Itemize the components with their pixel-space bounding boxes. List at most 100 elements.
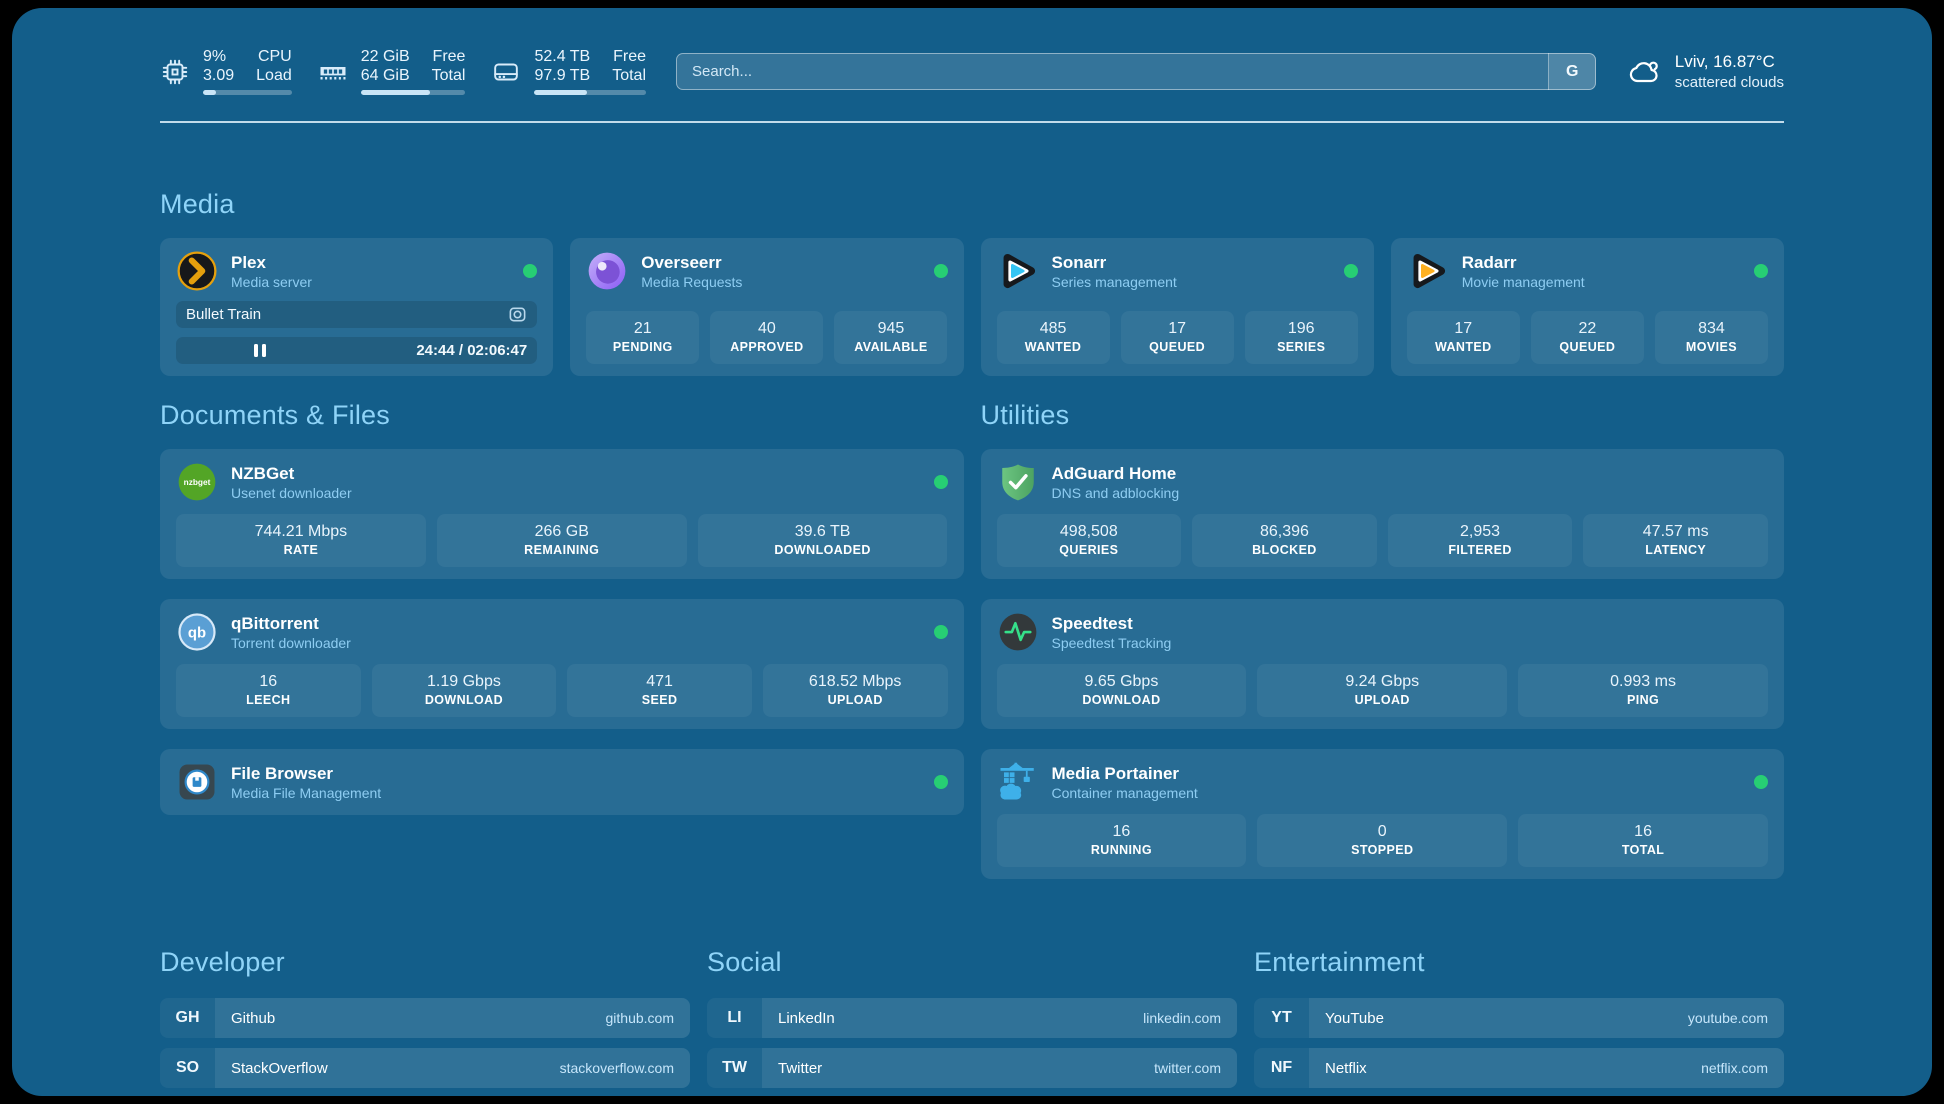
bookmark-abbr: TW	[707, 1048, 762, 1088]
app-card-filebrowser[interactable]: File Browser Media File Management	[160, 749, 964, 815]
ram-stat: 22 GiB Free 64 GiB Total	[318, 48, 466, 95]
header-divider	[160, 121, 1784, 123]
section-title-developer: Developer	[160, 947, 285, 977]
app-card-sonarr[interactable]: Sonarr Series management 485 WANTED 17 Q…	[980, 238, 1374, 376]
stat-tile: 22 QUEUED	[1530, 311, 1644, 364]
weather-widget: Lviv, 16.87°C scattered clouds	[1626, 51, 1784, 92]
bookmark-abbr: GH	[160, 998, 215, 1038]
stat-tile: 471 SEED	[567, 664, 752, 717]
stat-tile: 266 GB REMAINING	[436, 514, 687, 567]
cpu-usage-value: 9%	[203, 48, 227, 65]
stat-tile: 47.57 ms LATENCY	[1583, 514, 1768, 567]
weather-condition: scattered clouds	[1674, 74, 1784, 91]
bookmark-stackoverflow[interactable]: SO StackOverflow stackoverflow.com	[160, 1048, 690, 1088]
stat-tile: 0.993 ms PING	[1518, 664, 1768, 717]
app-card-radarr[interactable]: Radarr Movie management 17 WANTED 22 QUE…	[1390, 238, 1784, 376]
app-card-plex[interactable]: Plex Media server Bullet Train 24:4	[160, 238, 554, 376]
status-dot	[933, 775, 948, 789]
bookmark-github[interactable]: GH Github github.com	[160, 998, 690, 1038]
cpu-stat: 9% CPU 3.09 Load	[160, 48, 292, 95]
bookmark-name: Github	[231, 1009, 276, 1027]
app-card-nzbget[interactable]: nzbget NZBGet Usenet downloader 744.21 M…	[160, 449, 964, 579]
app-card-adguard[interactable]: AdGuard Home DNS and adblocking 498,508 …	[980, 449, 1784, 579]
app-card-portainer[interactable]: Media Portainer Container management 16 …	[980, 749, 1784, 879]
poster-toggle-icon[interactable]	[508, 305, 527, 324]
cpu-load-value: 3.09	[203, 67, 235, 84]
app-card-qbittorrent[interactable]: qb qBittorrent Torrent downloader 16 LEE…	[160, 599, 964, 729]
bookmark-linkedin[interactable]: LI LinkedIn linkedin.com	[707, 998, 1237, 1038]
search-input[interactable]	[676, 53, 1596, 90]
bookmark-name: LinkedIn	[778, 1009, 835, 1027]
bookmark-name: YouTube	[1325, 1009, 1384, 1027]
app-card-overseerr[interactable]: Overseerr Media Requests 21 PENDING 40 A…	[570, 238, 964, 376]
ram-total-label: Total	[431, 67, 466, 84]
status-dot	[1754, 264, 1768, 278]
weather-location-temp: Lviv, 16.87°C	[1674, 52, 1775, 71]
app-name: NZBGet	[231, 463, 295, 483]
bookmark-abbr: NF	[1254, 1048, 1309, 1088]
stat-tile: 498,508 QUERIES	[996, 514, 1182, 567]
speedtest-logo-icon	[999, 613, 1036, 651]
bookmark-group-developer: Developer GH Github github.com SO StackO…	[160, 947, 690, 1096]
status-dot	[523, 264, 538, 278]
app-card-speedtest[interactable]: Speedtest Speedtest Tracking 9.65 Gbps D…	[980, 599, 1784, 729]
pause-button[interactable]	[254, 344, 267, 357]
bookmark-twitter[interactable]: TW Twitter twitter.com	[707, 1048, 1237, 1088]
status-dot	[933, 264, 948, 278]
overseerr-logo-icon	[588, 252, 626, 290]
app-subtitle: Series management	[1051, 273, 1177, 290]
dashboard: 9% CPU 3.09 Load 22 GiB Free 64 GiB Tota…	[12, 8, 1932, 1096]
stat-tile: 196 SERIES	[1244, 311, 1358, 364]
bookmark-name: StackOverflow	[231, 1059, 328, 1077]
sonarr-logo-icon	[1003, 253, 1035, 289]
stat-tile: 17 QUEUED	[1120, 311, 1234, 364]
app-name: File Browser	[231, 763, 334, 783]
plex-logo-icon	[177, 251, 217, 291]
stat-tile: 834 MOVIES	[1654, 311, 1768, 364]
bookmark-abbr: YT	[1254, 998, 1309, 1038]
portainer-logo-icon	[999, 762, 1034, 800]
bookmark-youtube[interactable]: YT YouTube youtube.com	[1254, 998, 1784, 1038]
ram-icon	[320, 66, 346, 79]
stat-tile: 86,396 BLOCKED	[1192, 514, 1377, 567]
svg-text:qb: qb	[188, 625, 206, 641]
app-subtitle: DNS and adblocking	[1051, 484, 1180, 501]
header: 9% CPU 3.09 Load 22 GiB Free 64 GiB Tota…	[160, 48, 1784, 95]
app-name: Speedtest	[1051, 613, 1133, 633]
search-engine-button[interactable]: G	[1547, 53, 1596, 90]
section-title-documents: Documents & Files	[160, 400, 390, 430]
cpu-chip-icon	[162, 59, 188, 84]
stat-tile: 40 APPROVED	[710, 311, 824, 364]
stat-tile: 744.21 Mbps RATE	[176, 514, 426, 567]
disk-total-value: 97.9 TB	[534, 67, 591, 84]
app-name: AdGuard Home	[1051, 463, 1177, 483]
cpu-load-label: Load	[256, 67, 292, 84]
app-subtitle: Media server	[231, 273, 312, 290]
stat-tile: 39.6 TB DOWNLOADED	[697, 514, 948, 567]
bookmark-abbr: SO	[160, 1048, 215, 1088]
playback-time: 24:44 / 02:06:47	[416, 342, 528, 359]
ram-total-value: 64 GiB	[360, 67, 410, 84]
radarr-logo-icon	[1413, 253, 1445, 289]
disk-free-value: 52.4 TB	[534, 48, 591, 65]
status-dot	[933, 625, 948, 639]
stat-tile: 945 AVAILABLE	[834, 311, 948, 364]
bookmark-url: twitter.com	[1154, 1060, 1221, 1076]
now-playing-row: Bullet Train	[176, 301, 538, 328]
qbittorrent-logo-icon: qb	[178, 613, 216, 651]
section-title-entertainment: Entertainment	[1254, 947, 1425, 977]
app-subtitle: Usenet downloader	[231, 484, 352, 501]
stat-tile: 9.24 Gbps UPLOAD	[1257, 664, 1508, 717]
stat-tile: 9.65 Gbps DOWNLOAD	[996, 664, 1247, 717]
app-name: Media Portainer	[1051, 763, 1180, 783]
disk-total-label: Total	[612, 67, 646, 84]
playback-progress-bar[interactable]: 24:44 / 02:06:47	[176, 337, 538, 364]
bookmark-url: github.com	[605, 1010, 674, 1026]
bookmark-netflix[interactable]: NF Netflix netflix.com	[1254, 1048, 1784, 1088]
stat-tile: 1.19 Gbps DOWNLOAD	[371, 664, 557, 717]
app-name: Plex	[231, 252, 266, 272]
svg-text:nzbget: nzbget	[184, 477, 211, 487]
now-playing-title: Bullet Train	[186, 306, 262, 323]
filebrowser-logo-icon	[179, 764, 215, 800]
app-subtitle: Container management	[1051, 784, 1198, 801]
